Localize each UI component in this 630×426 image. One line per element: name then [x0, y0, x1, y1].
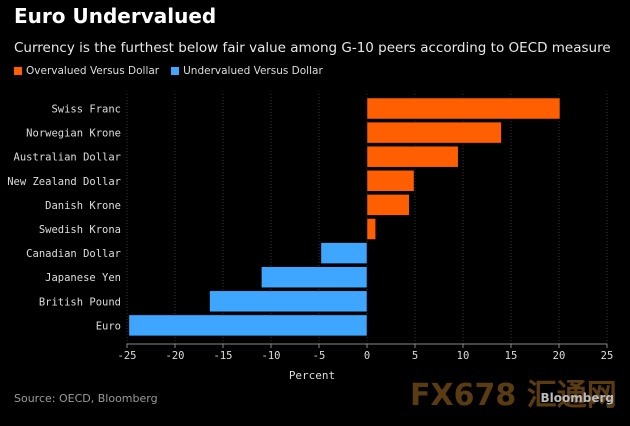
- bar-canadian-dollar: [320, 242, 368, 264]
- y-category-label: British Pound: [39, 296, 121, 308]
- bar-swiss-franc: [366, 97, 561, 120]
- y-category-label: Canadian Dollar: [26, 248, 121, 260]
- y-category-label: Swedish Krona: [39, 224, 121, 236]
- bar-swedish-krona: [366, 218, 376, 240]
- bar-japanese-yen: [261, 266, 368, 288]
- x-tick-label: 25: [601, 350, 614, 362]
- legend-item-undervalued: Undervalued Versus Dollar: [171, 65, 323, 77]
- x-tick-label: 15: [505, 350, 518, 362]
- x-tick-label: -5: [313, 350, 326, 362]
- bloomberg-logo: Bloomberg: [540, 391, 615, 405]
- legend-swatch-overvalued: [14, 67, 22, 75]
- source-note: Source: OECD, Bloomberg: [14, 392, 158, 405]
- x-tick-label: -10: [262, 350, 281, 362]
- x-tick-label: -25: [118, 350, 137, 362]
- legend-label: Overvalued Versus Dollar: [26, 65, 160, 77]
- y-category-label: Danish Krone: [45, 200, 121, 212]
- bar-new-zealand-dollar: [366, 170, 415, 192]
- y-category-label: New Zealand Dollar: [7, 176, 121, 188]
- y-category-label: Norwegian Krone: [26, 128, 121, 140]
- watermark: FX678 汇通网: [410, 378, 617, 413]
- bar-danish-krone: [366, 194, 410, 216]
- bar-british-pound: [209, 290, 368, 313]
- bar-euro: [128, 314, 368, 337]
- legend-item-overvalued: Overvalued Versus Dollar: [14, 65, 159, 77]
- x-tick-label: 20: [553, 350, 566, 362]
- y-category-label: Australian Dollar: [14, 152, 121, 164]
- legend-swatch-undervalued: [171, 67, 180, 75]
- x-tick-label: -20: [166, 350, 185, 362]
- legend-label: Undervalued Versus Dollar: [183, 65, 323, 77]
- legend: Overvalued Versus Dollar Undervalued Ver…: [14, 65, 323, 77]
- x-tick-label: 10: [457, 350, 470, 362]
- y-category-label: Japanese Yen: [45, 272, 121, 284]
- bar-australian-dollar: [366, 145, 459, 168]
- y-category-label: Swiss Franc: [51, 104, 121, 116]
- y-category-label: Euro: [96, 320, 121, 332]
- x-axis-label: Percent: [289, 369, 335, 382]
- x-tick-label: 0: [364, 350, 370, 362]
- chart-subtitle: Currency is the furthest below fair valu…: [14, 40, 611, 56]
- chart-title: Euro Undervalued: [14, 4, 217, 28]
- x-tick-label: -15: [214, 350, 233, 362]
- x-tick-label: 5: [412, 350, 418, 362]
- bar-norwegian-krone: [366, 121, 502, 144]
